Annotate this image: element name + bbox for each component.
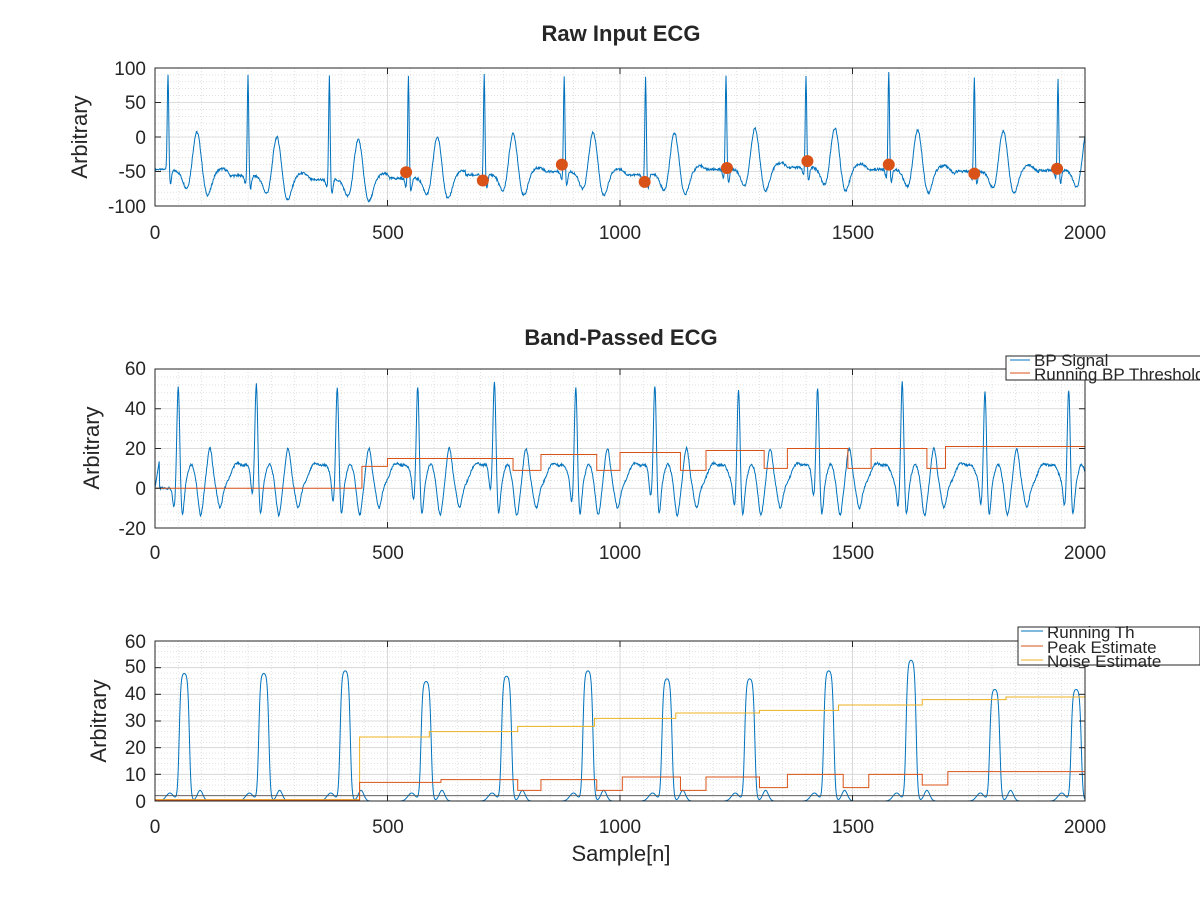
x-tick-label: 1500 [832, 223, 874, 244]
legend-box [1005, 355, 1200, 381]
y-tick-label: 100 [114, 59, 146, 80]
y-tick-label: 60 [125, 632, 146, 653]
y-tick-label: 40 [125, 684, 146, 705]
x-tick-label: 1000 [599, 817, 641, 838]
x-tick-label: 500 [372, 223, 404, 244]
r-peak-marker [882, 158, 895, 171]
threshold-subplot: Arbitrary Sample[n] 0 500 1000 1500 2000… [86, 632, 1106, 866]
raw-ecg-subplot: Raw Input ECG Arbitrary 0 500 1000 1500 … [67, 21, 1106, 244]
r-peak-marker [968, 167, 981, 180]
threshold-layer [154, 640, 1086, 802]
threshold-y-ticks: 0 10 20 30 40 50 60 [125, 632, 146, 813]
x-tick-label: 500 [372, 817, 404, 838]
x-tick-label: 0 [150, 543, 161, 564]
r-peak-marker [720, 162, 733, 175]
bandpass-ecg-y-ticks: -20 0 20 40 60 [119, 359, 146, 540]
y-tick-label: 0 [135, 128, 146, 149]
bp-threshold-line [155, 446, 1085, 489]
legend-box [1017, 626, 1200, 666]
bandpass-ecg-ylabel: Arbitrary [79, 406, 104, 489]
x-tick-label: 500 [372, 543, 404, 564]
x-tick-label: 2000 [1064, 543, 1106, 564]
x-tick-label: 1000 [599, 223, 641, 244]
threshold-ylabel: Arbitrary [86, 679, 111, 762]
y-tick-label: 0 [135, 479, 146, 500]
x-tick-label: 1500 [832, 543, 874, 564]
y-tick-label: -100 [108, 197, 146, 218]
raw-ecg-y-ticks: -100 -50 0 50 100 [108, 59, 146, 218]
r-peak-marker [400, 166, 413, 179]
legend-entry: Noise Estimate [1047, 652, 1161, 671]
raw-ecg-x-ticks: 0 500 1000 1500 2000 [150, 223, 1106, 244]
y-tick-label: 50 [125, 93, 146, 114]
x-tick-label: 2000 [1064, 223, 1106, 244]
y-tick-label: 40 [125, 399, 146, 420]
x-tick-label: 0 [150, 223, 161, 244]
y-tick-label: 50 [125, 657, 146, 678]
legend-entry: Running Th [1047, 623, 1135, 642]
r-peak-marker [1051, 162, 1064, 175]
y-tick-label: 20 [125, 439, 146, 460]
bandpass-legend: BP Signal Running BP Threshold [1005, 351, 1200, 384]
y-tick-label: -20 [119, 519, 146, 540]
peak-estimate-line [155, 771, 1085, 801]
raw-ecg-layer [154, 67, 1086, 207]
axes-frame [154, 640, 1086, 802]
y-tick-label: 0 [135, 792, 146, 813]
r-peak-marker [555, 158, 568, 171]
x-tick-label: 2000 [1064, 817, 1106, 838]
x-tick-label: 1500 [832, 817, 874, 838]
threshold-x-ticks: 0 500 1000 1500 2000 [150, 817, 1106, 838]
raw-ecg-title: Raw Input ECG [542, 21, 701, 46]
legend-entry: BP Signal [1034, 351, 1108, 370]
axes-border [154, 67, 1086, 207]
raw-ecg-series-line [154, 71, 1086, 203]
bp-signal-line [154, 381, 1086, 518]
y-tick-label: 30 [125, 711, 146, 732]
threshold-xlabel: Sample[n] [571, 841, 670, 866]
legend-entry: Peak Estimate [1047, 638, 1157, 657]
y-tick-label: 20 [125, 738, 146, 759]
threshold-legend: Running Th Peak Estimate Noise Estimate [1017, 623, 1200, 671]
y-tick-label: 10 [125, 765, 146, 786]
bandpass-ecg-x-ticks: 0 500 1000 1500 2000 [150, 543, 1106, 564]
bandpass-ecg-subplot: Band-Passed ECG Arbitrary 0 500 1000 150… [79, 325, 1106, 564]
y-tick-label: -50 [119, 162, 146, 183]
r-peak-marker [638, 175, 651, 188]
r-peak-marker [801, 155, 814, 168]
axes-frame [154, 67, 1086, 207]
raw-ecg-ylabel: Arbitrary [67, 95, 92, 178]
axes-border [154, 640, 1086, 802]
bandpass-ecg-layer [154, 368, 1086, 529]
x-tick-label: 0 [150, 817, 161, 838]
legend-entry: Running BP Threshold [1034, 365, 1200, 384]
r-peak-marker [476, 174, 489, 187]
bandpass-ecg-title: Band-Passed ECG [524, 325, 717, 350]
noise-estimate-line [155, 696, 1085, 801]
y-tick-label: 60 [125, 359, 146, 380]
x-tick-label: 1000 [599, 543, 641, 564]
